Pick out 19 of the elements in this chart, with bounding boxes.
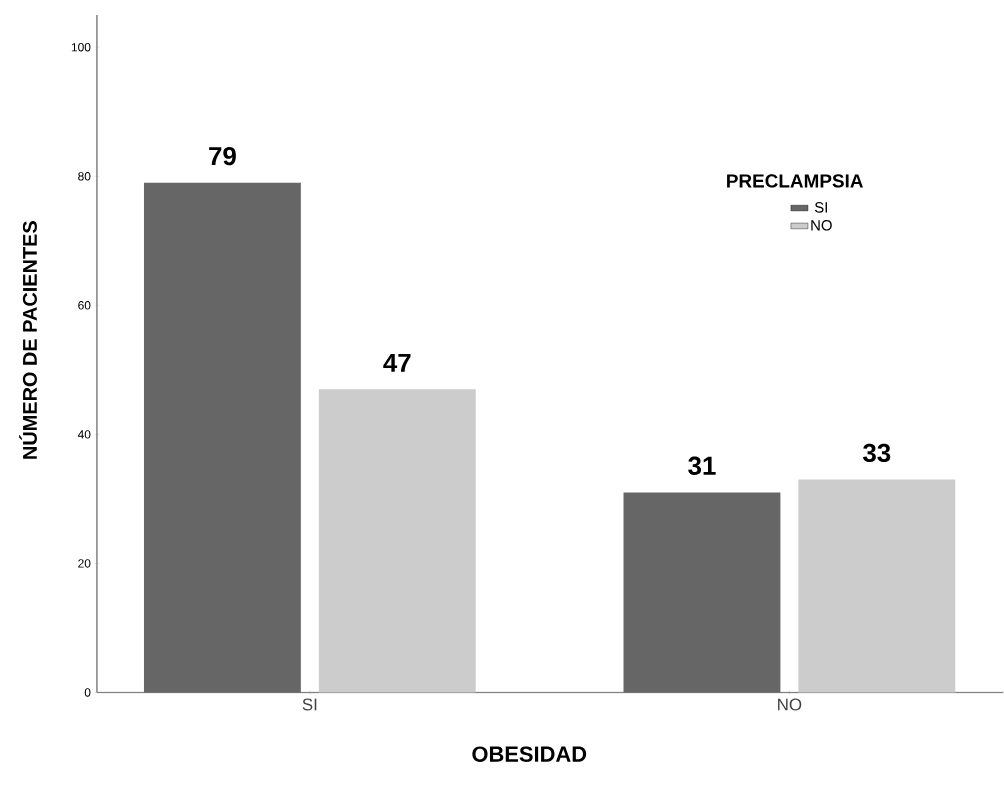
legend-title: PRECLAMPSIA [727, 174, 863, 188]
data-label: 33 [863, 443, 891, 462]
bar [143, 182, 301, 693]
data-label: 31 [688, 456, 716, 475]
y-tick-label: 40 [77, 429, 91, 439]
y-tick-label: 0 [84, 688, 91, 697]
y-tick-label: 80 [78, 171, 91, 181]
y-tick-label: 60 [78, 300, 91, 310]
y-axis-title: NÚMERO DE PACIENTES [19, 220, 37, 459]
y-tick-label: 100 [71, 42, 91, 52]
data-label: 79 [209, 146, 236, 166]
bar [798, 479, 956, 693]
legend-label: NO [811, 219, 832, 231]
legend-label: SI [814, 201, 827, 213]
y-tick-label: 20 [78, 559, 91, 568]
bar [318, 389, 476, 693]
x-axis-title: OBESIDAD [472, 746, 587, 762]
bar [623, 492, 781, 693]
data-label: 47 [383, 353, 411, 372]
